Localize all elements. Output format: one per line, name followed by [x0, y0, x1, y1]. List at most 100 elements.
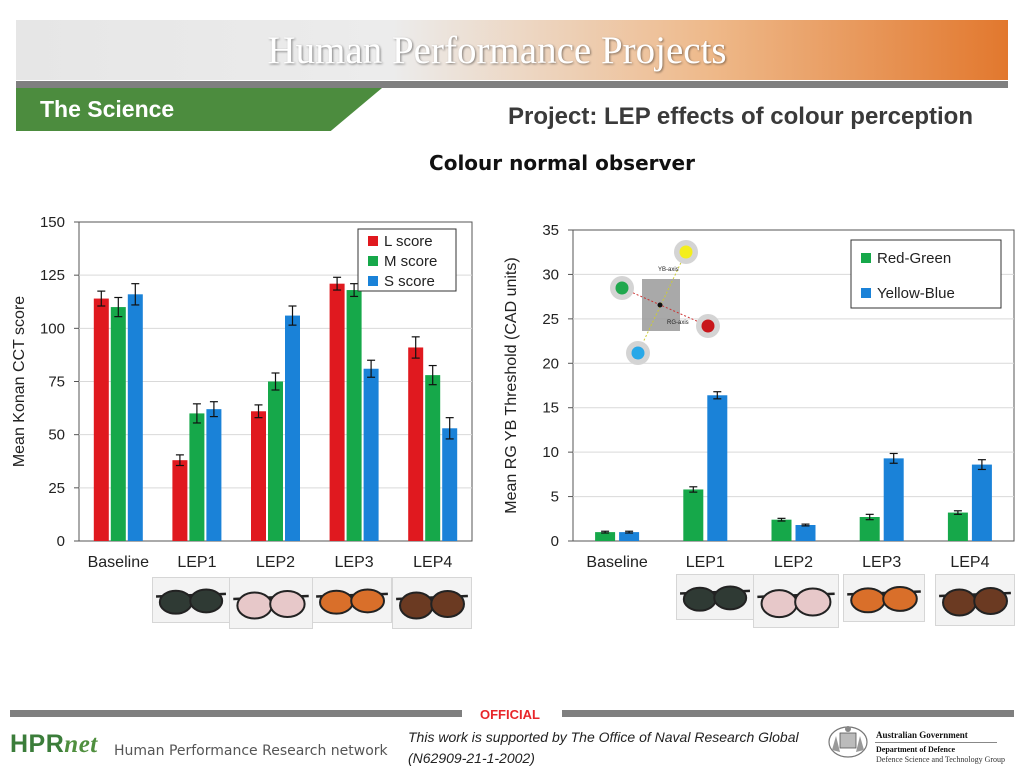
- chart-cct-score: 0 25 50 75 100 125 150 Mean Konan CCT score Base…: [11, 214, 473, 571]
- coat-of-arms-icon: [828, 726, 868, 758]
- inset-stimulus-dot: [615, 281, 629, 295]
- bar-yellow-blue: [883, 458, 904, 541]
- y-tick-label: 75: [48, 374, 65, 391]
- y-tick-label: 25: [542, 311, 559, 328]
- bar-yellow-blue: [795, 525, 816, 541]
- x-tick-label: Baseline: [88, 554, 149, 571]
- legend-swatch: [368, 236, 378, 246]
- y-tick-label: 35: [542, 222, 559, 239]
- bar-m-score: [189, 413, 205, 541]
- glasses-lens-left: [942, 588, 977, 617]
- page-title: Human Performance Projects: [267, 29, 727, 72]
- hprnet-logo-net: net: [64, 731, 98, 758]
- legend-swatch: [368, 256, 378, 266]
- legend-label: Yellow-Blue: [877, 285, 955, 302]
- bar-red-green: [771, 519, 792, 541]
- glasses-lens-right: [350, 588, 385, 614]
- lep3-glasses-photo: [843, 574, 925, 622]
- lep4-glasses-photo: [935, 574, 1015, 626]
- yb-axis-line: [637, 251, 687, 354]
- x-tick-label: LEP2: [774, 554, 813, 571]
- bar-l-score: [251, 411, 266, 541]
- y-tick-label: 30: [542, 266, 559, 283]
- hprnet-tagline: Human Performance Research network: [114, 743, 388, 759]
- lep2-glasses-photo: [753, 574, 839, 628]
- glasses-lens-left: [682, 586, 717, 612]
- project-title: Project: LEP effects of colour perceptio…: [508, 103, 973, 130]
- hprnet-logo-hpr: HPR: [10, 730, 65, 758]
- y-tick-label: 25: [48, 480, 65, 497]
- y-tick-label: 0: [57, 533, 65, 550]
- glasses-lens-right: [882, 585, 918, 612]
- header-divider: [16, 81, 1008, 88]
- chart-rg-yb-threshold: 0 5 10 15 20 25 30 35 Mean RG YB Threshold (CAD …: [503, 222, 1015, 571]
- x-tick-label: LEP3: [335, 554, 374, 571]
- funding-acknowledgement: This work is supported by The Office of …: [408, 729, 799, 766]
- y-tick-label: 5: [551, 489, 559, 506]
- y-tick-label: 100: [40, 320, 65, 337]
- y-tick-label: 50: [48, 427, 65, 444]
- lep1-glasses-photo: [676, 574, 754, 620]
- sunglasses-icon: [393, 578, 471, 628]
- y-tick-label: 0: [551, 533, 559, 550]
- bar-s-score: [206, 409, 222, 541]
- glasses-lens-left: [399, 591, 434, 620]
- glasses-lens-left: [158, 589, 193, 615]
- inset-stimulus-dot: [701, 319, 715, 333]
- glasses-lens-right: [269, 590, 306, 618]
- glasses-lens-left: [319, 589, 354, 615]
- footer-divider-left: [10, 710, 462, 717]
- bar-red-green: [683, 489, 704, 541]
- y-tick-label: 20: [542, 355, 559, 372]
- footer-divider-right: [562, 710, 1014, 717]
- bar-red-green: [595, 532, 616, 541]
- legend-swatch: [861, 288, 871, 298]
- sunglasses-icon: [844, 575, 924, 621]
- bar-l-score: [172, 460, 188, 541]
- rg-axis-label: RG-axis: [667, 320, 689, 326]
- lep1-glasses-photo: [152, 577, 230, 623]
- y-axis-label: Mean RG YB Threshold (CAD units): [503, 257, 520, 513]
- x-tick-label: LEP4: [413, 554, 452, 571]
- bar-l-score: [408, 347, 424, 541]
- glasses-lens-left: [760, 589, 798, 619]
- sunglasses-icon: [313, 578, 391, 622]
- x-tick-label: LEP4: [950, 554, 989, 571]
- x-tick-label: LEP1: [177, 554, 216, 571]
- x-tick-label: LEP3: [862, 554, 901, 571]
- y-tick-label: 125: [40, 267, 65, 284]
- bar-yellow-blue: [971, 464, 992, 541]
- legend-label: L score: [384, 233, 433, 250]
- bar-m-score: [346, 290, 362, 541]
- bar-s-score: [442, 428, 458, 541]
- glasses-lens-right: [713, 585, 748, 611]
- yb-axis-label: YB-axis: [658, 267, 679, 273]
- section-tab-label: The Science: [40, 96, 175, 122]
- inset-stimulus-dot: [631, 346, 645, 360]
- inset-center-dot: [657, 302, 663, 308]
- sunglasses-icon: [677, 575, 753, 619]
- sunglasses-icon: [230, 578, 312, 628]
- glasses-lens-right: [189, 588, 224, 614]
- legend-label: M score: [384, 253, 437, 270]
- classification-label: OFFICIAL: [480, 707, 540, 722]
- section-tab: [16, 88, 382, 131]
- glasses-lens-left: [236, 591, 273, 620]
- legend-label: Red-Green: [877, 250, 951, 267]
- bar-l-score: [93, 298, 109, 541]
- glasses-lens-right: [430, 590, 465, 618]
- color-axis-inset: YB-axis RG-axis: [610, 240, 720, 365]
- y-axis-label: Mean Konan CCT score: [11, 296, 28, 467]
- gov-group: Defence Science and Technology Group: [876, 755, 1006, 764]
- y-tick-label: 150: [40, 214, 65, 231]
- lep4-glasses-photo: [392, 577, 472, 629]
- bar-red-green: [859, 517, 880, 541]
- gov-department: Department of Defence: [876, 745, 956, 754]
- gov-name: Australian Government: [876, 730, 968, 740]
- bar-red-green: [947, 512, 968, 541]
- lep3-glasses-photo: [312, 577, 392, 623]
- header-banner: Human Performance Projects: [16, 20, 1008, 80]
- legend-swatch: [861, 253, 871, 263]
- lep2-glasses-photo: [229, 577, 313, 629]
- glasses-lens-right: [973, 587, 1008, 615]
